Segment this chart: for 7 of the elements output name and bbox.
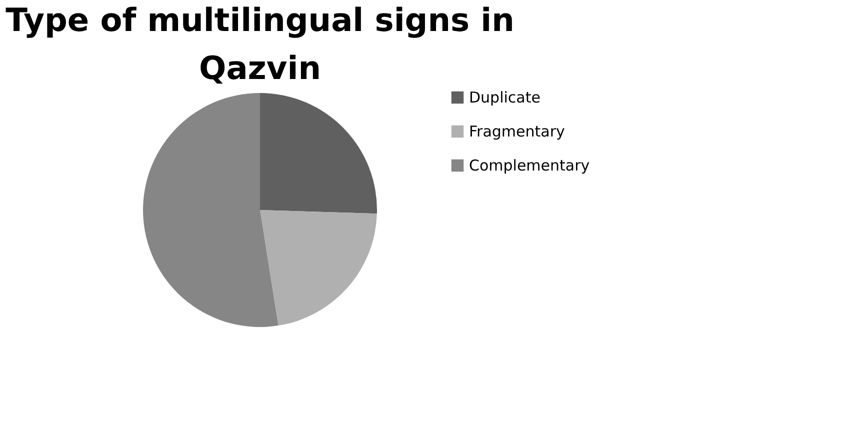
legend-label: Duplicate	[469, 88, 540, 106]
legend-label: Fragmentary	[469, 122, 566, 140]
pie-slice	[260, 93, 377, 214]
pie-slice	[260, 210, 377, 326]
legend-label: Complementary	[469, 156, 590, 174]
pie-slice	[143, 93, 278, 327]
chart-title: Type of multilingual signs in Qazvin	[6, 1, 514, 87]
